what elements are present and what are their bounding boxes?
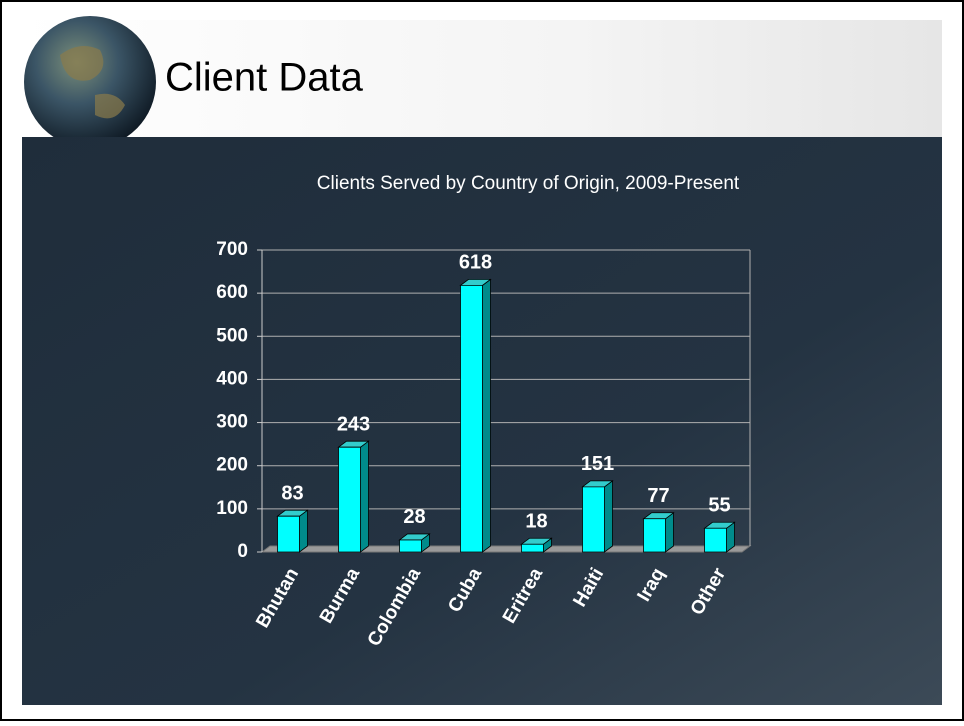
y-tick-label: 600: [216, 282, 248, 303]
bar: [705, 522, 735, 552]
header-band: [22, 20, 942, 137]
y-tick-label: 300: [216, 412, 248, 433]
bar-side: [605, 481, 613, 552]
bar-front: [461, 285, 483, 552]
bar-front: [583, 487, 605, 552]
bar-side: [361, 441, 369, 552]
bar: [583, 481, 613, 552]
bar-front: [278, 516, 300, 552]
bar-front: [400, 540, 422, 552]
bar: [400, 534, 430, 552]
y-tick-label: 200: [216, 455, 248, 476]
value-label: 28: [403, 506, 425, 528]
y-tick-label: 700: [216, 239, 248, 260]
y-tick-label: 500: [216, 325, 248, 346]
bar: [644, 513, 674, 552]
slide-title: Client Data: [165, 56, 364, 100]
bar: [339, 441, 369, 552]
chart-title: Clients Served by Country of Origin, 200…: [317, 173, 740, 194]
value-label: 77: [647, 485, 669, 507]
value-label: 83: [281, 482, 303, 504]
slide: Client Data Clients Served by Country of…: [0, 0, 964, 721]
bar-side: [666, 513, 674, 552]
value-label: 55: [708, 495, 730, 517]
page: {"slide": {"title": "Client Data"}, "cha…: [0, 0, 964, 721]
bar: [278, 510, 308, 552]
chart-floor: [262, 546, 750, 552]
value-label: 18: [525, 511, 547, 533]
y-tick-label: 100: [216, 498, 248, 519]
bar-front: [339, 447, 361, 552]
bar: [461, 279, 491, 552]
bar-front: [644, 519, 666, 552]
bar-front: [705, 528, 727, 552]
bar-side: [483, 279, 491, 552]
globe-icon: [24, 16, 156, 148]
y-tick-label: 400: [216, 368, 248, 389]
bar-side: [300, 510, 308, 552]
value-label: 151: [581, 453, 614, 475]
y-tick-label: 0: [237, 541, 248, 562]
value-label: 243: [337, 413, 370, 435]
bar-front: [522, 544, 544, 552]
value-label: 618: [459, 252, 492, 274]
